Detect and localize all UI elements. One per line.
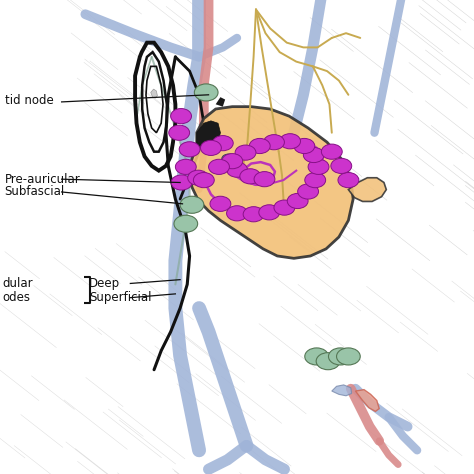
Ellipse shape xyxy=(303,147,324,163)
Ellipse shape xyxy=(264,135,284,150)
Ellipse shape xyxy=(169,125,190,140)
Ellipse shape xyxy=(308,159,329,174)
Ellipse shape xyxy=(227,206,247,221)
Ellipse shape xyxy=(188,170,209,185)
Ellipse shape xyxy=(298,184,319,199)
Ellipse shape xyxy=(274,200,295,215)
Ellipse shape xyxy=(287,193,308,209)
Ellipse shape xyxy=(227,162,247,177)
Ellipse shape xyxy=(212,136,233,151)
Ellipse shape xyxy=(171,175,192,190)
Text: Superficial: Superficial xyxy=(89,291,152,304)
Ellipse shape xyxy=(280,134,301,149)
Text: tid node: tid node xyxy=(5,94,54,108)
Ellipse shape xyxy=(194,84,218,101)
Polygon shape xyxy=(197,121,220,149)
Ellipse shape xyxy=(294,138,315,154)
Ellipse shape xyxy=(328,348,352,365)
Ellipse shape xyxy=(316,353,340,370)
Ellipse shape xyxy=(179,142,200,157)
Ellipse shape xyxy=(338,173,359,188)
Text: Pre-auricular: Pre-auricular xyxy=(5,173,81,186)
Ellipse shape xyxy=(175,159,196,174)
Ellipse shape xyxy=(226,156,234,162)
Text: odes: odes xyxy=(2,291,30,304)
Ellipse shape xyxy=(337,348,360,365)
Text: Subfascial: Subfascial xyxy=(5,185,65,199)
Ellipse shape xyxy=(331,158,352,173)
Ellipse shape xyxy=(305,348,328,365)
Text: Deep: Deep xyxy=(89,277,120,290)
Ellipse shape xyxy=(240,169,261,184)
Ellipse shape xyxy=(174,215,198,232)
Ellipse shape xyxy=(210,196,231,211)
Ellipse shape xyxy=(209,159,229,174)
Polygon shape xyxy=(190,107,353,258)
Ellipse shape xyxy=(259,205,280,220)
Text: dular: dular xyxy=(2,277,33,290)
Polygon shape xyxy=(151,89,157,98)
Ellipse shape xyxy=(171,109,191,124)
Ellipse shape xyxy=(222,154,236,164)
Polygon shape xyxy=(216,97,225,107)
Ellipse shape xyxy=(180,196,204,213)
Ellipse shape xyxy=(305,173,326,188)
Polygon shape xyxy=(356,390,379,411)
Ellipse shape xyxy=(249,138,270,154)
Polygon shape xyxy=(348,178,386,201)
Ellipse shape xyxy=(254,172,275,187)
Ellipse shape xyxy=(201,140,221,155)
Ellipse shape xyxy=(222,154,243,169)
Ellipse shape xyxy=(235,145,256,160)
Ellipse shape xyxy=(243,207,264,222)
Ellipse shape xyxy=(321,144,342,159)
Polygon shape xyxy=(332,385,352,396)
Ellipse shape xyxy=(193,173,214,188)
